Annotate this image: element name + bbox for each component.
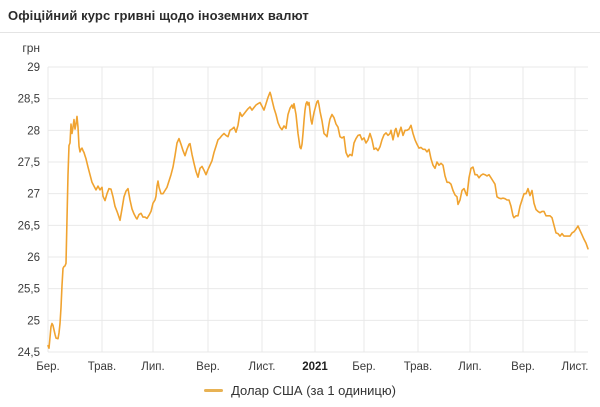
y-tick-label: 24,5 (18, 347, 40, 359)
y-tick-label: 27 (27, 189, 40, 201)
y-tick-label: 28 (27, 125, 40, 137)
x-axis-tick-labels: Бер. Трав. Лип. Вер. Лист. 2021 Бер. Трав. Лип. В… (36, 361, 588, 373)
x-tick-label: Лист. (562, 361, 589, 373)
y-tick-label: 27,5 (18, 157, 40, 169)
x-tick-label: Лип. (141, 361, 164, 373)
series-lines[interactable] (47, 91, 589, 350)
x-tick-label: Лип. (458, 361, 481, 373)
chart-legend[interactable]: Долар США (за 1 одиницю) (0, 383, 600, 398)
x-tick-label: Трав. (404, 361, 432, 373)
x-tick-label: Лист. (249, 361, 276, 373)
y-tick-label: 26,5 (18, 220, 40, 232)
x-tick-label: Бер. (352, 361, 376, 373)
y-tick-label: 26 (27, 252, 40, 264)
page-title: Офіційний курс гривні щодо іноземних вал… (8, 8, 309, 23)
x-tick-label: Вер. (511, 361, 535, 373)
x-tick-label: Бер. (36, 361, 60, 373)
x-tick-label: Трав. (88, 361, 116, 373)
usd-series-legend-dash-icon (204, 389, 224, 392)
usd-rate-line[interactable] (47, 91, 589, 350)
usd-series-legend-label: Долар США (за 1 одиницю) (231, 383, 396, 398)
y-tick-label: 25,5 (18, 284, 40, 296)
x-tick-label: Вер. (196, 361, 220, 373)
y-tick-label: 25 (27, 315, 40, 327)
y-axis-unit-label: грн (22, 41, 40, 55)
gridlines (47, 66, 588, 353)
x-tick-label: 2021 (302, 361, 328, 373)
y-axis-tick-labels: 29 28,5 28 27,5 27 26,5 26 25,5 25 24,5 (18, 62, 40, 359)
y-tick-label: 28,5 (18, 94, 40, 106)
y-tick-label: 29 (27, 62, 40, 74)
title-divider (0, 32, 600, 33)
